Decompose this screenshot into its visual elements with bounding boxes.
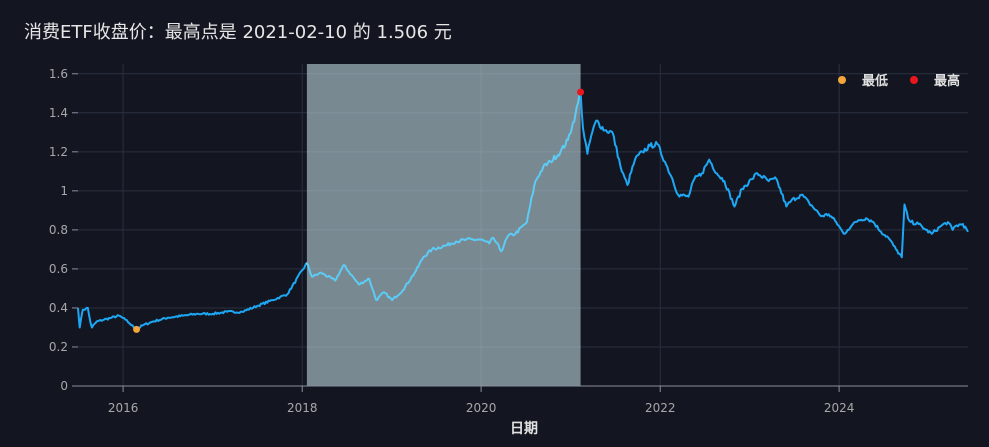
x-tick-label: 2022 [645,401,676,415]
y-tick-label: 0.4 [49,301,68,315]
shaded-region [306,64,581,386]
y-tick-label: 1 [60,184,68,198]
chart-title: 消费ETF收盘价：最高点是 2021-02-10 的 1.506 元 [24,22,452,43]
y-tick-label: 0.8 [49,223,68,237]
price-line-after [579,92,969,259]
x-tick-label: 2020 [466,401,497,415]
legend-label: 最低 [862,73,888,89]
price-line-before [77,264,307,331]
y-tick-label: 0.6 [49,262,68,276]
series-layer [77,91,969,331]
y-tick-label: 1.4 [49,106,68,120]
x-axis: 2016 2018 2020 2022 2024 [78,385,968,415]
y-tick-label: 0.2 [49,340,68,354]
max-point-marker [577,88,585,96]
x-tick-label: 2016 [108,401,139,415]
y-tick-label: 0 [60,379,68,393]
legend-swatch [910,76,918,84]
y-tick-label: 1.6 [49,67,68,81]
marker-layer [133,88,585,333]
x-axis-label: 日期 [510,421,538,437]
min-point-marker [133,325,141,333]
y-tick-label: 1.2 [49,145,68,159]
legend: 最低 最高 [838,73,960,89]
price-line-highlight [304,91,582,302]
x-tick-label: 2018 [287,401,318,415]
legend-label: 最高 [934,73,960,89]
shaded-region-layer [306,64,581,386]
legend-swatch [838,76,846,84]
x-tick-label: 2024 [824,401,855,415]
y-axis: 0 0.2 0.4 0.6 0.8 1 1.2 1.4 1.6 [49,67,78,393]
